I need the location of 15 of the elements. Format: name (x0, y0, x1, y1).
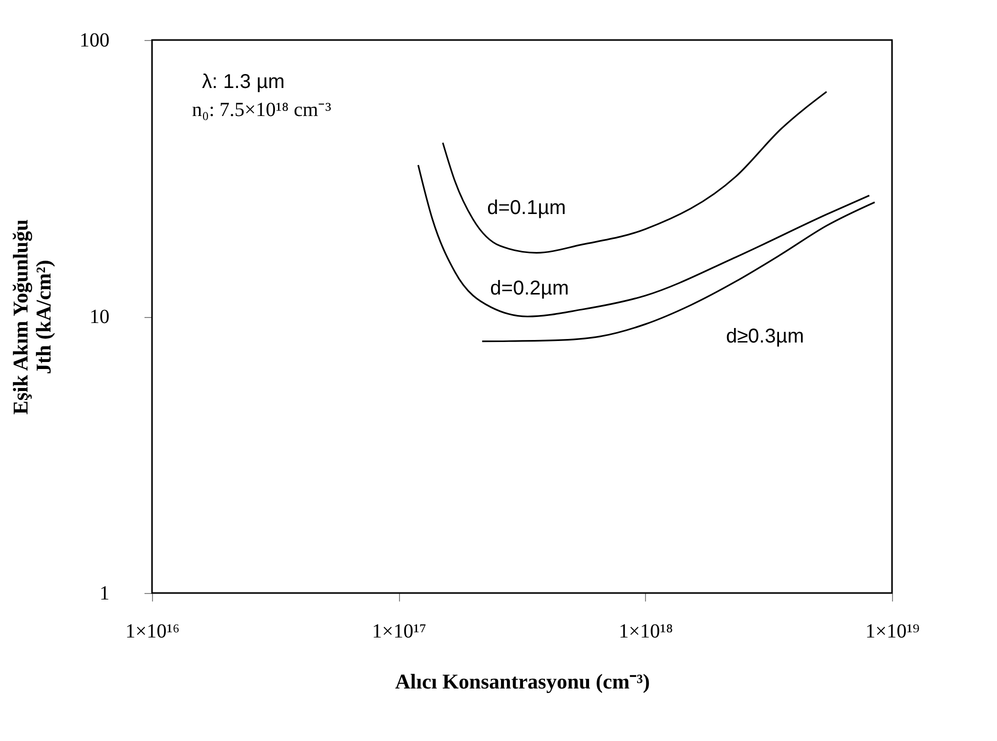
y-tick-label: 100 (80, 30, 110, 52)
x-tick-label: 1×10¹⁹ (865, 620, 920, 642)
x-tick-label: 1×10¹⁷ (372, 620, 426, 642)
series-label: d=0.2µm (490, 278, 569, 300)
x-axis-title: Alıcı Konsantrasyonu (cm⁻³) (395, 670, 650, 694)
series-label: d=0.1µm (487, 196, 566, 219)
series-label: d≥0.3µm (726, 325, 804, 348)
y-tick-label: 10 (90, 306, 110, 328)
x-tick-label: 1×10¹⁶ (125, 620, 180, 642)
text: Jth (kA/cm²) (32, 260, 56, 374)
annotation: λ: 1.3 µm (202, 71, 285, 93)
x-tick-label: 1×10¹⁸ (618, 620, 673, 642)
y-tick-label: 1 (100, 582, 110, 604)
annotation: n₀: 7.5×10¹⁸ cm⁻³ (192, 99, 332, 121)
text: Eşik Akım Yoğunluğu (8, 219, 32, 415)
